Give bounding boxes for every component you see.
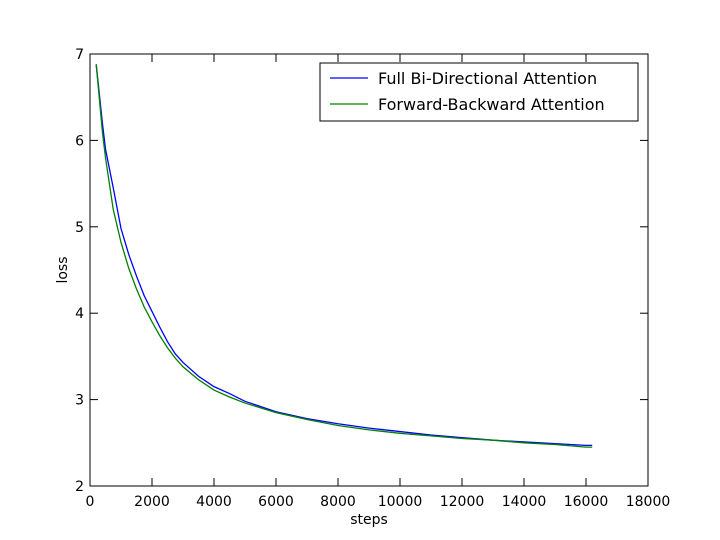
series-line-2 — [95, 64, 593, 448]
legend-box — [319, 62, 639, 122]
x-tick-label: 18000 — [626, 494, 671, 510]
y-axis-label: loss — [55, 256, 71, 283]
x-axis-label: steps — [350, 512, 388, 528]
x-tick-label: 10000 — [378, 494, 423, 510]
y-tick-label: 4 — [75, 306, 84, 322]
plot-background — [90, 54, 648, 486]
x-tick-label: 8000 — [320, 494, 356, 510]
ticks-layer: 0 2000 4000 6000 8000 10000 12000 14000 16000 180… — [75, 47, 670, 510]
legend: Full Bi-Directional Attention Forward-Bac… — [319, 62, 639, 122]
x-tick-label: 14000 — [502, 494, 547, 510]
x-tick-label: 0 — [86, 494, 95, 510]
y-tick-label: 2 — [75, 479, 84, 495]
y-tick-label: 5 — [75, 220, 84, 236]
x-tick-label: 12000 — [440, 494, 485, 510]
plot-frame — [89, 53, 649, 487]
x-tick-label: 4000 — [196, 494, 232, 510]
x-tick-label: 16000 — [564, 494, 609, 510]
x-tick-label: 6000 — [258, 494, 294, 510]
y-tick-label: 6 — [75, 133, 84, 149]
legend-label-2: Forward-Backward Attention — [378, 95, 605, 114]
series-layer — [95, 64, 593, 448]
y-tick-label: 3 — [75, 393, 84, 409]
y-tick-label: 7 — [75, 47, 84, 63]
legend-label-1: Full Bi-Directional Attention — [378, 69, 597, 88]
x-tick-label: 2000 — [134, 494, 170, 510]
